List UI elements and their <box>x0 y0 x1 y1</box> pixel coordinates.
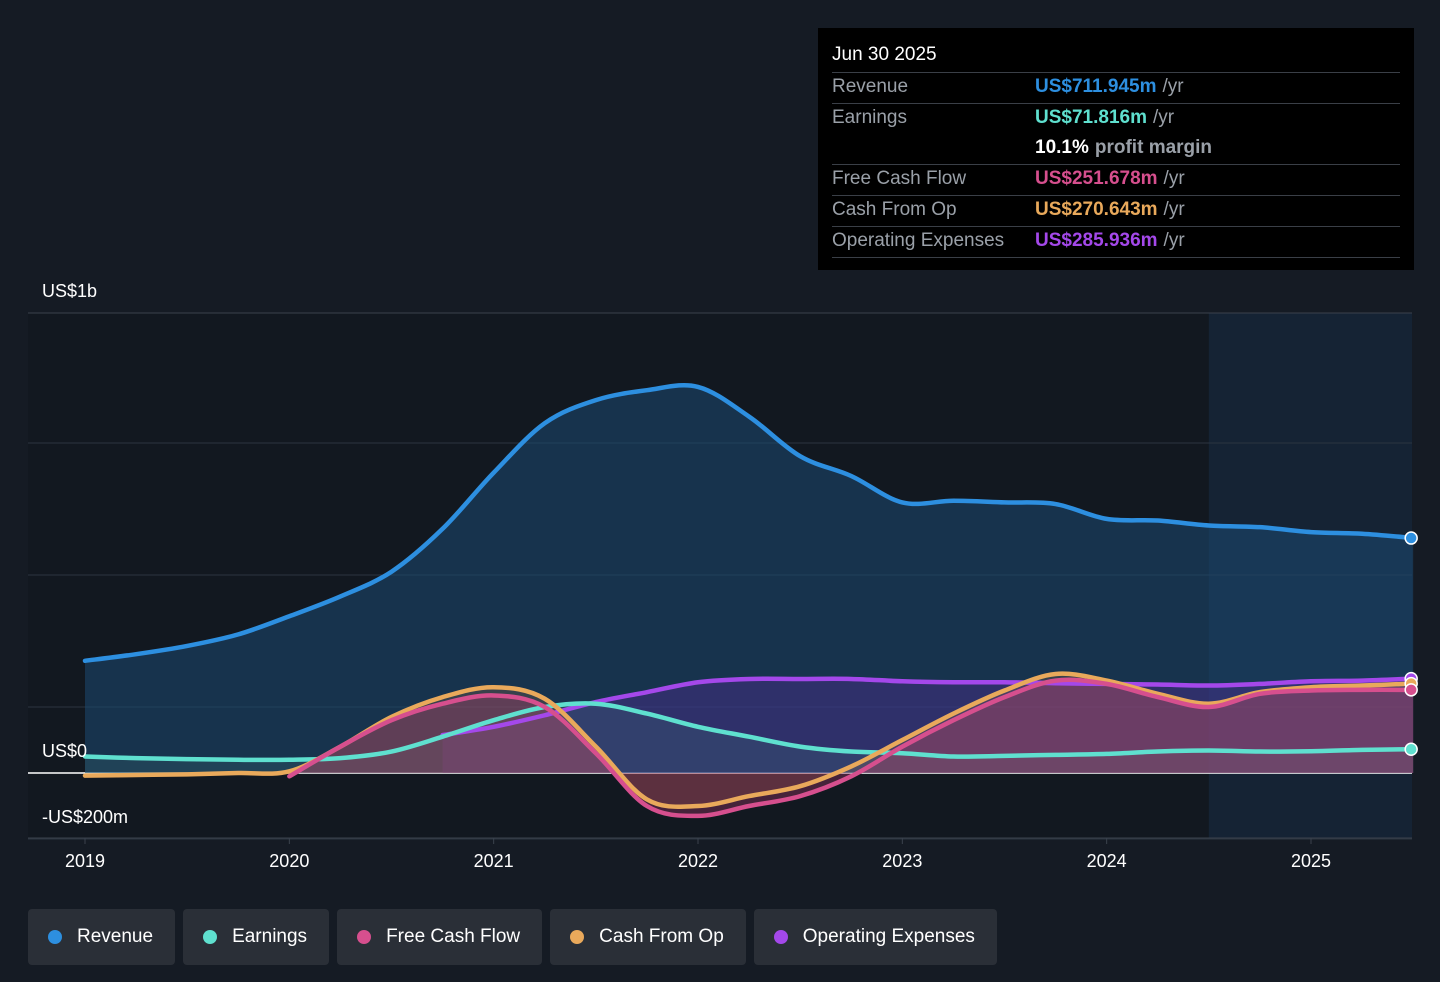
x-tick-label: 2024 <box>1087 851 1127 871</box>
free-cash-flow-end-point <box>1404 683 1418 697</box>
y-tick-label-bottom: -US$200m <box>42 807 129 827</box>
operating-expenses-dot-icon <box>773 930 788 944</box>
tooltip-label: Earnings <box>832 107 907 128</box>
tooltip-label <box>832 134 1035 164</box>
y-tick-label-top: US$1b <box>42 281 98 301</box>
x-tick-label: 2025 <box>1291 851 1331 871</box>
tooltip-value: US$285.936m <box>1035 230 1158 251</box>
free-cash-flow-line <box>287 677 1416 819</box>
tooltip-row-margin: 10.1% profit margin <box>832 134 1400 164</box>
revenue-end-point <box>1404 531 1418 545</box>
legend-label: Cash From Op <box>599 926 724 947</box>
legend-item-free-cash-flow[interactable]: Free Cash Flow <box>337 909 543 965</box>
legend-label: Free Cash Flow <box>386 926 521 947</box>
legend: Revenue Earnings Free Cash Flow Cash Fro… <box>28 909 997 965</box>
tooltip-unit: /yr <box>1163 199 1185 220</box>
y-tick-label-zero: US$0 <box>42 741 88 761</box>
cash-from-op-dot-icon <box>570 930 585 944</box>
tooltip-unit: /yr <box>1152 107 1175 128</box>
tooltip-unit: /yr <box>1163 230 1185 251</box>
tooltip-value: 10.1% <box>1035 137 1089 158</box>
tooltip-value: US$270.643m <box>1035 199 1158 220</box>
tooltip-label: Free Cash Flow <box>832 168 967 189</box>
tooltip-label: Operating Expenses <box>832 230 1005 251</box>
free-cash-flow-dot-icon <box>357 930 372 944</box>
tooltip-row-earnings: Earnings US$71.816m /yr <box>832 103 1400 134</box>
earnings-dot-icon <box>203 930 218 944</box>
legend-item-revenue[interactable]: Revenue <box>28 909 176 965</box>
legend-item-cash-from-op[interactable]: Cash From Op <box>550 909 746 965</box>
revenue-dot-icon <box>48 930 62 944</box>
legend-label: Operating Expenses <box>802 926 975 947</box>
tooltip-label: Revenue <box>832 76 909 97</box>
legend-label: Revenue <box>77 926 154 947</box>
x-tick-label: 2019 <box>65 851 105 871</box>
free-cash-flow-area <box>289 679 1414 816</box>
x-tick-label: 2021 <box>474 851 514 871</box>
tooltip-row-revenue: Revenue US$711.945m /yr <box>832 72 1400 103</box>
tooltip-value: US$71.816m <box>1035 107 1147 128</box>
tooltip-label: Cash From Op <box>832 199 957 220</box>
x-tick-label: 2020 <box>269 851 309 871</box>
x-tick-label: 2023 <box>882 851 922 871</box>
x-tick-label: 2022 <box>678 851 718 871</box>
legend-label: Earnings <box>232 926 308 947</box>
tooltip-value: US$711.945m <box>1035 76 1157 97</box>
legend-item-operating-expenses[interactable]: Operating Expenses <box>753 909 997 965</box>
tooltip-unit: profit margin <box>1094 137 1213 158</box>
tooltip-value: US$251.678m <box>1035 168 1158 189</box>
revenue-line <box>82 383 1416 664</box>
tooltip-date: Jun 30 2025 <box>832 44 937 65</box>
earnings-end-point <box>1404 742 1418 756</box>
earnings-line <box>82 701 1416 763</box>
operating-expenses-line <box>440 676 1416 738</box>
legend-item-earnings[interactable]: Earnings <box>183 909 330 965</box>
tooltip-panel: Jun 30 2025 Revenue US$711.945m /yr Earn… <box>818 28 1414 270</box>
tooltip-row-operating-expenses: Operating Expenses US$285.936m /yr <box>832 226 1400 258</box>
tooltip-unit: /yr <box>1163 168 1185 189</box>
tooltip-unit: /yr <box>1162 76 1184 97</box>
tooltip-row-cash-from-op: Cash From Op US$270.643m /yr <box>832 195 1400 226</box>
tooltip-row-free-cash-flow: Free Cash Flow US$251.678m /yr <box>832 164 1400 195</box>
